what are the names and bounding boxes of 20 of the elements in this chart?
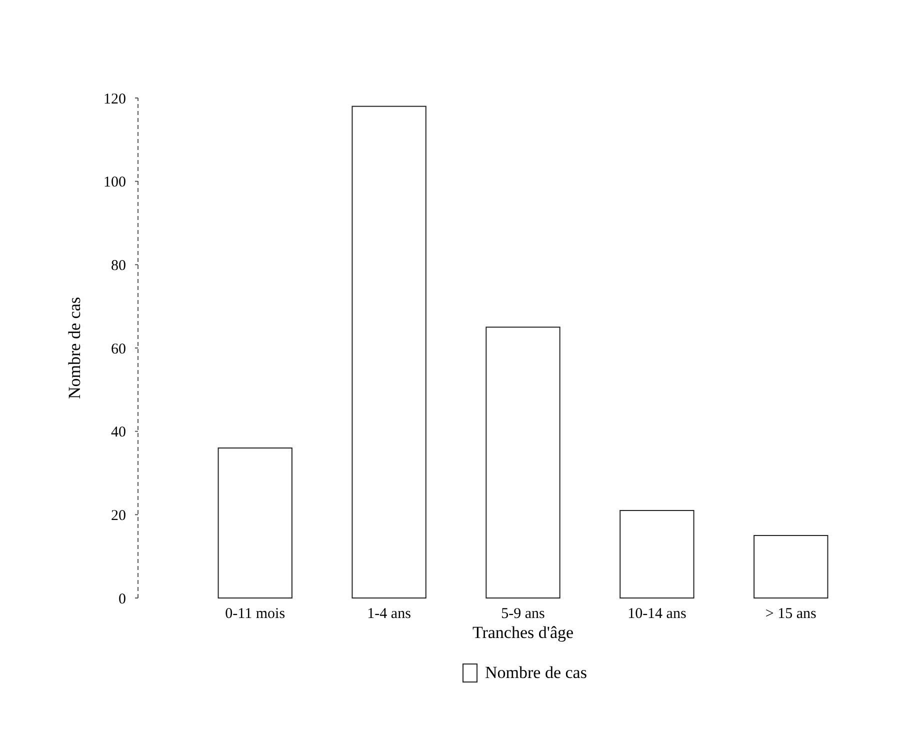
bar — [486, 326, 560, 598]
y-tick-label: 60 — [111, 341, 126, 358]
x-tick-label: > 15 ans — [765, 606, 817, 622]
bar — [754, 535, 828, 598]
x-tick-label: 10-14 ans — [628, 606, 686, 622]
y-tick-label: 100 — [104, 174, 126, 191]
y-tick-label: 40 — [111, 424, 126, 441]
legend-label: Nombre de cas — [485, 663, 587, 682]
y-tick-label: 80 — [111, 258, 126, 274]
y-tick-label: 120 — [104, 91, 126, 108]
x-axis-title: Tranches d'âge — [472, 623, 574, 642]
bar — [218, 448, 292, 598]
y-tick-label: 20 — [111, 508, 126, 524]
y-axis-title: Nombre de cas — [65, 297, 84, 399]
bar — [352, 106, 426, 598]
x-tick-label: 1-4 ans — [367, 606, 412, 622]
x-tick-label: 5-9 ans — [501, 606, 546, 622]
bar — [620, 510, 694, 598]
x-tick-label: 0-11 mois — [225, 606, 286, 622]
y-tick-label: 0 — [118, 591, 126, 608]
